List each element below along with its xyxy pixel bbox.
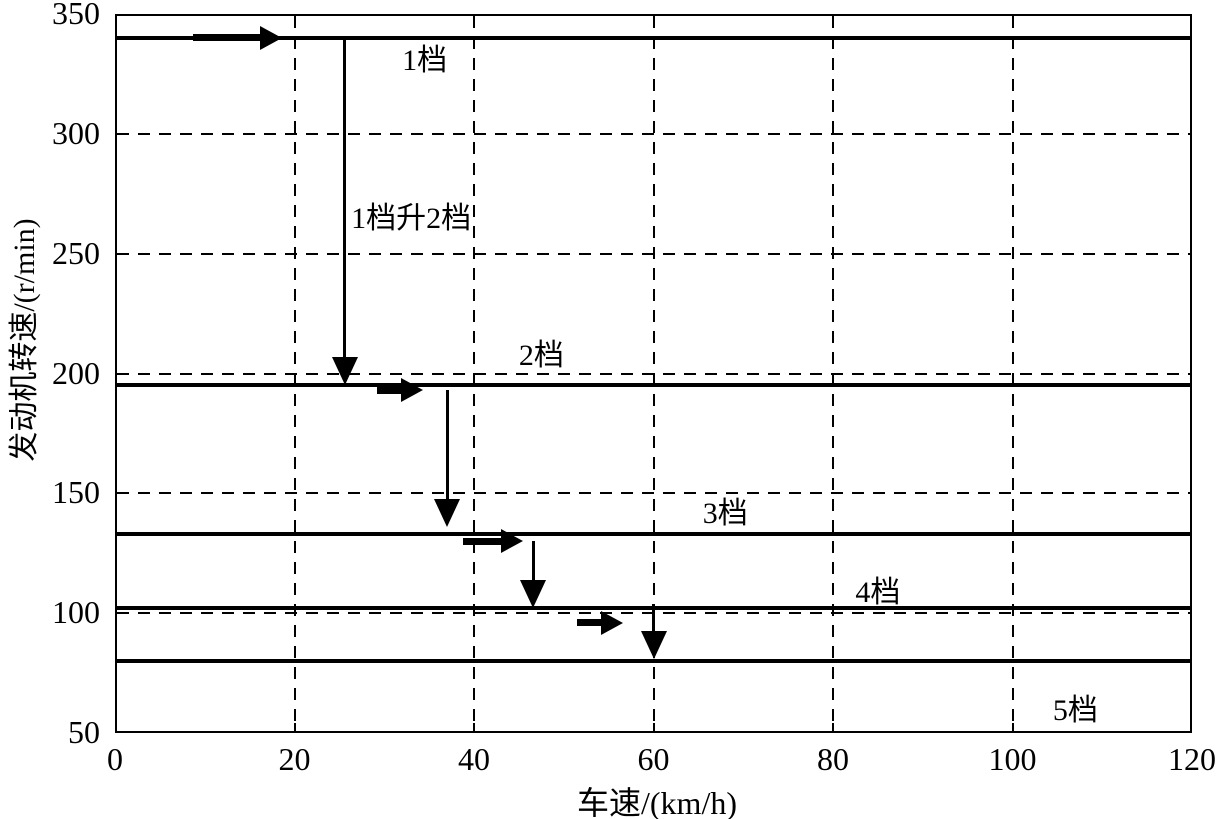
x-tick-label: 0 (107, 741, 123, 777)
gear-label: 2档 (518, 338, 564, 372)
shift-arrow-down (531, 541, 535, 589)
gridline-horizontal (117, 492, 1190, 495)
down-arrow-icon (520, 580, 547, 609)
shift-arrow-right (377, 386, 405, 394)
right-arrow-icon (600, 610, 623, 635)
right-arrow-icon (501, 529, 524, 554)
y-tick-label: 250 (52, 234, 100, 271)
shift-arrow-right (193, 34, 264, 42)
y-tick-label: 350 (52, 0, 100, 31)
shift-annotation: 1档升2档 (351, 202, 472, 236)
right-arrow-icon (400, 378, 423, 403)
gear-label: 4档 (855, 576, 901, 610)
down-arrow-icon (434, 498, 461, 527)
gear-label: 1档 (402, 44, 448, 78)
x-axis-tick (473, 723, 475, 731)
gear-line (117, 35, 1190, 40)
gridline-horizontal (117, 252, 1190, 255)
shift-arrow-down (343, 37, 347, 366)
x-axis-tick (293, 723, 296, 731)
y-tick-label: 150 (52, 474, 100, 511)
gridline-horizontal (117, 132, 1190, 135)
x-tick-label: 20 (278, 741, 311, 777)
x-axis-tick (473, 16, 475, 24)
x-axis-tick (832, 723, 834, 731)
gear-label: 5档 (1052, 693, 1098, 727)
shift-arrow-down (445, 390, 449, 507)
x-axis-tick (832, 16, 834, 24)
y-tick-label: 50 (68, 714, 100, 750)
right-arrow-icon (259, 25, 282, 50)
gear-label: 3档 (702, 497, 748, 531)
down-arrow-icon (640, 630, 667, 659)
y-tick-label: 100 (52, 594, 100, 631)
shift-arrow-right (463, 537, 506, 545)
x-tick-label: 100 (988, 741, 1037, 777)
x-axis-tick (652, 723, 655, 731)
gear-line (117, 383, 1190, 388)
gridline-horizontal (117, 372, 1190, 375)
x-axis-tick (1011, 16, 1014, 24)
x-axis-title: 车速/(km/h) (577, 785, 737, 819)
y-tick-label: 300 (52, 114, 100, 151)
shift-arrow-right (577, 619, 605, 627)
gear-line (117, 532, 1190, 537)
plot-area (115, 14, 1192, 733)
x-axis-tick (293, 16, 296, 24)
x-axis-tick (1011, 723, 1014, 731)
y-tick-label: 200 (52, 354, 100, 391)
shift-arrow-down (652, 603, 655, 639)
gear-line (117, 659, 1190, 664)
down-arrow-icon (331, 357, 358, 386)
x-tick-label: 120 (1168, 741, 1216, 777)
x-axis-tick (652, 16, 655, 24)
x-tick-label: 60 (637, 741, 670, 777)
x-tick-label: 40 (458, 741, 490, 777)
x-tick-label: 80 (817, 741, 849, 777)
